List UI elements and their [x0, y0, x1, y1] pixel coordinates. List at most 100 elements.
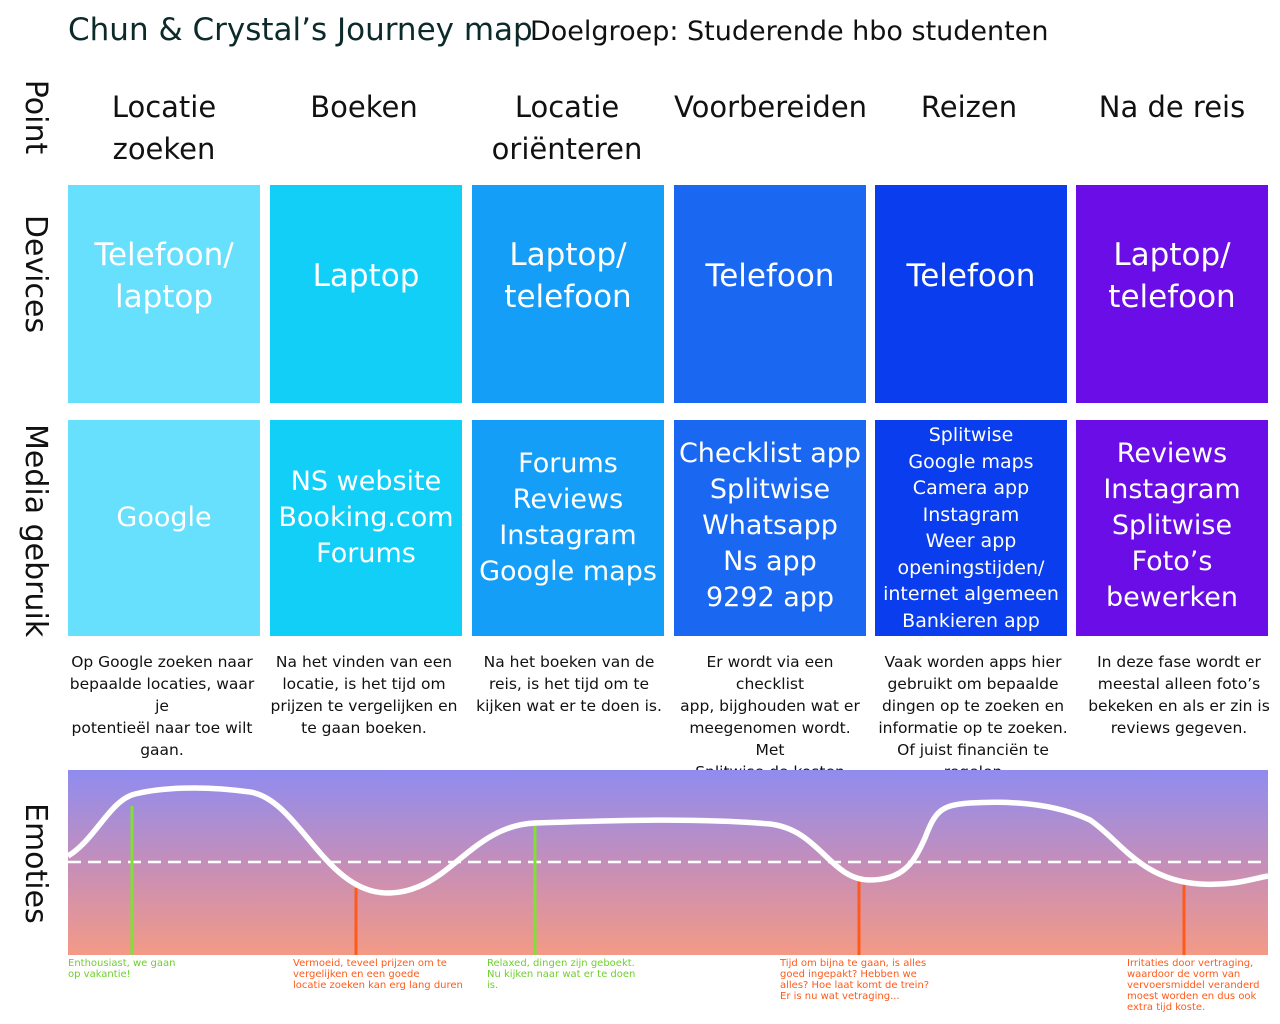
media-card-locatie-orienteren: Forums Reviews Instagram Google maps: [472, 420, 664, 636]
media-card-locatie-zoeken: Google: [68, 420, 260, 636]
description-line: gaan.: [140, 741, 184, 759]
description-line: reviews gegeven.: [1110, 719, 1248, 737]
emotion-note-line: is.: [487, 980, 499, 991]
emotion-note-line: locatie zoeken kan erg lang duren: [293, 980, 463, 991]
target-group: Doelgroep: Studerende hbo studenten: [530, 16, 1049, 47]
emotion-note-line: Tijd om bijna te gaan, is alles: [780, 958, 927, 969]
media-item: Booking.com: [278, 502, 454, 533]
media-card-boeken: NS website Booking.com Forums: [270, 420, 462, 636]
emotion-note-line: Er is nu wat vetraging...: [780, 991, 900, 1002]
media-item: Instagram: [1103, 474, 1241, 505]
phase-description-reizen: Vaak worden apps hier gebruikt om bepaald…: [876, 651, 1070, 783]
phase-title-line: zoeken: [112, 132, 216, 166]
media-item: Whatsapp: [702, 510, 838, 541]
media-item: Forums: [316, 538, 416, 569]
media-item: Ns app: [723, 546, 817, 577]
device-label-line: Laptop: [312, 258, 420, 294]
device-label-line: Telefoon: [705, 258, 835, 294]
emotion-note-2: Vermoeid, teveel prijzen om te vergelijke…: [293, 958, 463, 991]
device-card-na-de-reis: Laptop/telefoon: [1076, 185, 1268, 403]
phase-title-reizen: Reizen: [874, 86, 1064, 128]
description-line: Vaak worden apps hier: [884, 653, 1062, 671]
media-item: Reviews: [512, 484, 624, 515]
media-card-reizen: Splitwise Google maps Camera app Instagram W…: [875, 420, 1067, 636]
description-line: potentieël naar toe wilt: [71, 719, 253, 737]
phase-title-voorbereiden: Voorbereiden: [674, 86, 868, 128]
phase-description-na-de-reis: In deze fase wordt er meestal alleen foto…: [1082, 651, 1276, 739]
description-line: bekeken en als er zin is: [1088, 697, 1270, 715]
emotion-note-3: Relaxed, dingen zijn geboekt. Nu kijken n…: [487, 958, 635, 991]
media-list: Reviews Instagram Splitwise Foto’s bewerken: [1103, 436, 1240, 616]
phase-title-na-de-reis: Na de reis: [1077, 86, 1267, 128]
description-line: gebruikt om bepaalde: [887, 675, 1059, 693]
phase-title-line: Locatie: [111, 90, 217, 124]
page-title: Chun & Crystal’s Journey map: [68, 12, 533, 48]
media-card-na-de-reis: Reviews Instagram Splitwise Foto’s bewerken: [1076, 420, 1268, 636]
phase-title-line: oriënteren: [491, 132, 643, 166]
phase-description-locatie-orienteren: Na het boeken van de reis, is het tijd om…: [472, 651, 666, 717]
description-line: prijzen te vergelijken en: [270, 697, 458, 715]
emotion-note-line: Nu kijken naar wat er te doen: [487, 969, 636, 980]
device-label-line: Telefoon/: [94, 237, 234, 273]
device-label: Telefoon: [706, 255, 835, 297]
media-item: Bankieren app: [902, 609, 1040, 632]
media-item: bewerken: [1106, 582, 1238, 613]
media-item: Weer app: [925, 530, 1017, 552]
media-item: Google: [116, 502, 212, 533]
description-line: kijken wat er te doen is.: [476, 697, 662, 715]
emotion-note-line: vergelijken en een goede: [293, 969, 420, 980]
emotion-note-line: goed ingepakt? Hebben we: [780, 969, 917, 980]
description-line: reis, is het tijd om te: [488, 675, 650, 693]
description-line: locatie, is het tijd om: [282, 675, 446, 693]
description-line: dingen op te zoeken en: [881, 697, 1065, 715]
emotion-note-line: moest worden en dus ook: [1127, 991, 1257, 1002]
media-item: Camera app: [912, 477, 1030, 499]
description-line: informatie op te zoeken.: [878, 719, 1068, 737]
device-card-reizen: Telefoon: [875, 185, 1067, 403]
device-card-boeken: Laptop: [270, 185, 462, 403]
phase-title-line: Boeken: [310, 90, 418, 124]
media-item: Instagram: [922, 503, 1020, 526]
media-list: Forums Reviews Instagram Google maps: [479, 446, 657, 590]
media-list: Splitwise Google maps Camera app Instagram W…: [883, 422, 1059, 634]
emotion-note-line: waardoor de vorm van: [1127, 969, 1241, 980]
device-label-line: Laptop/: [509, 237, 627, 273]
phase-title-line: Locatie: [514, 90, 620, 124]
device-label-line: laptop: [114, 279, 214, 315]
device-label: Laptop/telefoon: [504, 234, 631, 318]
phase-description-locatie-zoeken: Op Google zoeken naar bepaalde locaties, …: [65, 651, 259, 761]
description-line: Na het vinden van een: [275, 653, 453, 671]
emotion-note-line: Irritaties door vertraging,: [1127, 958, 1254, 969]
description-line: bepaalde locaties, waar je: [69, 675, 255, 715]
emotion-note-line: Enthousiast, we gaan: [68, 958, 176, 969]
emotion-note-1: Enthousiast, we gaan op vakantie!: [68, 958, 175, 980]
phase-title-line: Voorbereiden: [674, 90, 868, 124]
media-item: Foto’s: [1131, 546, 1213, 577]
description-line: te gaan boeken.: [301, 719, 427, 737]
description-line: Er wordt via een checklist: [706, 653, 834, 693]
media-item: Checklist app: [678, 438, 862, 469]
description-line: Na het boeken van de: [483, 653, 655, 671]
device-label-line: telefoon: [1108, 279, 1236, 315]
phase-title-boeken: Boeken: [269, 86, 459, 128]
emotion-note-4: Tijd om bijna te gaan, is alles goed inge…: [780, 958, 929, 1002]
emotion-note-line: op vakantie!: [68, 969, 131, 980]
device-label: Laptop/telefoon: [1108, 234, 1235, 318]
media-item: Reviews: [1116, 438, 1228, 469]
device-label-line: Laptop/: [1113, 237, 1231, 273]
emotion-note-5: Irritaties door vertraging, waardoor de v…: [1127, 958, 1259, 1013]
media-item: Forums: [518, 448, 618, 479]
phase-description-boeken: Na het vinden van een locatie, is het tij…: [267, 651, 461, 739]
device-label: Telefoon/laptop: [94, 234, 233, 318]
device-label: Telefoon: [907, 255, 1036, 297]
emotion-note-line: vervoersmiddel veranderd: [1127, 980, 1260, 991]
device-card-voorbereiden: Telefoon: [674, 185, 866, 403]
media-item: internet algemeen: [883, 583, 1059, 605]
media-item: Google maps: [479, 556, 657, 587]
phase-title-locatie-zoeken: Locatie zoeken: [69, 86, 259, 170]
description-line: app, bijghouden wat er: [680, 697, 860, 715]
media-list: Google: [116, 500, 211, 536]
media-list: Checklist app Splitwise Whatsapp Ns app 9292…: [679, 436, 861, 616]
device-card-locatie-orienteren: Laptop/telefoon: [472, 185, 664, 403]
